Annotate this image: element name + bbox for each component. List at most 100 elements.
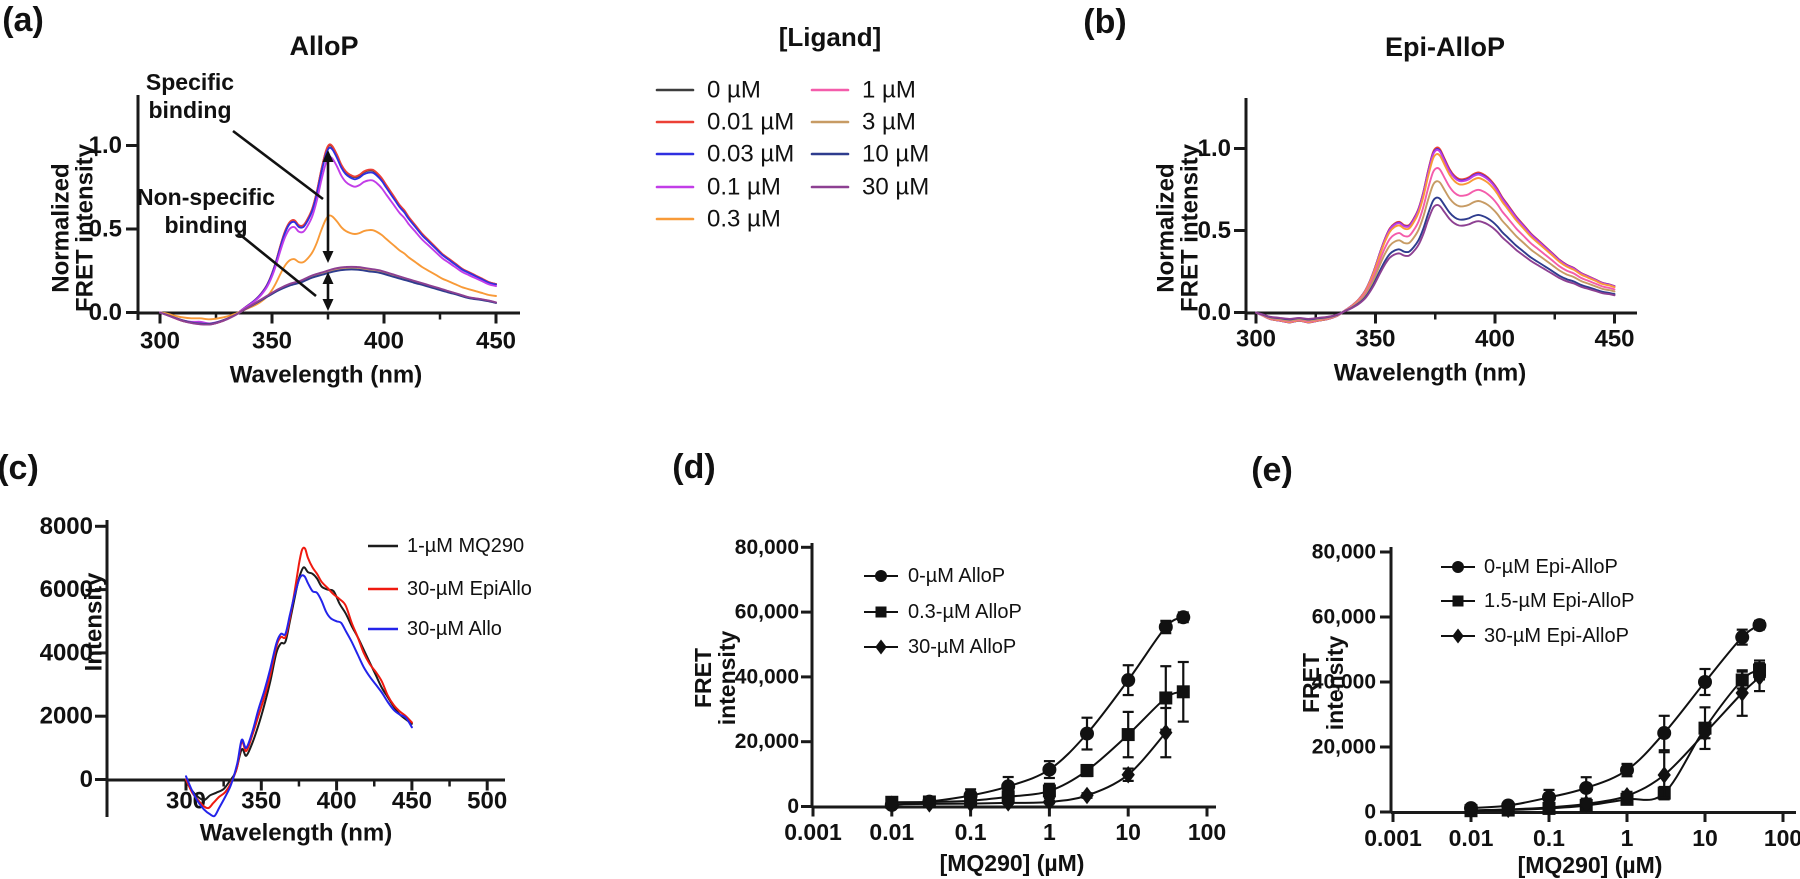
y-axis-title: FRET intensity: [1177, 143, 1204, 312]
x-tick-label: 0.01: [869, 819, 914, 845]
data-point-diamond: [1620, 787, 1634, 805]
x-tick-label: 1: [1043, 819, 1056, 845]
y-tick-label: 40,000: [735, 665, 799, 688]
fit-curve-circle: [1470, 624, 1761, 810]
y-tick-label: 60,000: [1312, 606, 1376, 629]
legend-marker-circle: [1452, 561, 1464, 573]
y-axis-title: intensity: [1322, 636, 1348, 731]
panel-label-a: (a): [2, 1, 44, 39]
y-tick-label: 80,000: [735, 536, 799, 559]
curve-30-µMEpiAllo: [185, 546, 413, 810]
panel-title-b: Epi-AlloP: [1385, 32, 1505, 62]
data-point-diamond: [1579, 795, 1593, 813]
data-point-diamond: [1752, 668, 1767, 686]
data-point-square: [1080, 764, 1094, 778]
nonspecific-binding-arrow-head: [322, 299, 334, 311]
x-axis-title: [MQ290] (µM): [1518, 852, 1663, 878]
data-point-circle: [1042, 762, 1057, 777]
x-tick-label: 10: [1115, 819, 1141, 845]
x-tick-label: 0.001: [784, 819, 842, 845]
legend-label: 30-µM AlloP: [908, 636, 1016, 658]
pointer-line: [232, 129, 324, 201]
specific-binding-arrow-head: [322, 150, 334, 162]
pointer-line: [237, 231, 317, 298]
legend-label: 1 µM: [862, 77, 916, 104]
annotation-specific: Specific: [146, 69, 234, 95]
x-tick-label: 450: [476, 328, 516, 355]
data-point-diamond: [1501, 800, 1515, 819]
panel-label-d: (d): [672, 448, 715, 486]
data-point-diamond: [1657, 766, 1671, 784]
x-tick-label: 100: [1764, 825, 1800, 851]
y-axis-title: Intensity: [81, 572, 108, 671]
curve-0.01µM: [1255, 146, 1616, 324]
x-tick-label: 10: [1692, 825, 1718, 851]
legend-label: 0.3-µM AlloP: [908, 601, 1022, 623]
data-point-diamond: [963, 794, 978, 813]
y-tick-label: 20,000: [735, 730, 799, 753]
annotation-nonspecific: binding: [164, 212, 247, 238]
legend-marker-square: [875, 606, 887, 618]
annotation-specific: binding: [148, 97, 231, 123]
data-point-diamond: [922, 795, 937, 813]
x-tick-label: 0.1: [1533, 825, 1565, 851]
curve-0.03µM: [1255, 148, 1616, 324]
x-tick-label: 500: [467, 788, 507, 815]
legend-label: 0 µM: [707, 77, 761, 104]
curve-1µM: [1255, 167, 1616, 323]
legend-label: 30 µM: [862, 174, 929, 201]
data-point-square: [1159, 691, 1173, 705]
x-tick-label: 350: [252, 328, 292, 355]
data-point-diamond: [1464, 801, 1478, 820]
panel-b: (b) Epi-AlloP 0.0 0.5 1.0 300 350 400 450 Wavelen…: [1083, 3, 1637, 387]
y-axis-title: FRET: [1298, 653, 1324, 713]
data-point-square: [1121, 728, 1135, 742]
specific-binding-arrow-head: [322, 251, 334, 263]
x-tick-label: 450: [1594, 326, 1634, 353]
y-axis-title: FRET intensity: [72, 143, 99, 312]
legend-label: 0.3 µM: [707, 206, 781, 233]
data-point-diamond: [1080, 786, 1094, 805]
y-tick-label: 8000: [40, 513, 93, 540]
y-tick-label: 0.0: [89, 299, 122, 326]
data-point-square: [1176, 685, 1190, 699]
y-tick-label: 0.5: [89, 216, 122, 243]
y-tick-label: 0.0: [1198, 299, 1231, 326]
legend-label: 0.1 µM: [707, 174, 781, 201]
x-axis-title: [MQ290] (µM): [940, 850, 1085, 876]
data-point-diamond: [1042, 793, 1057, 811]
y-tick-label: 0: [80, 766, 93, 793]
data-point-diamond: [1159, 723, 1173, 742]
data-point-square: [1042, 784, 1056, 798]
panel-label-b: (b): [1083, 3, 1126, 41]
data-point-diamond: [1542, 798, 1556, 817]
data-point-circle: [1579, 780, 1594, 795]
curve-0.1µM: [1255, 148, 1616, 324]
legend-label: 30-µM EpiAllo: [407, 578, 532, 600]
data-point-circle: [1657, 726, 1672, 741]
legend-label: 0-µM AlloP: [908, 565, 1005, 587]
data-point-circle: [1158, 620, 1173, 635]
x-tick-label: 1: [1621, 825, 1634, 851]
x-tick-label: 0.01: [1449, 825, 1494, 851]
x-tick-label: 450: [392, 788, 432, 815]
data-point-circle: [1752, 618, 1767, 633]
legend-label: 30-µM Allo: [407, 618, 502, 640]
data-point-circle: [1121, 673, 1136, 688]
data-point-circle: [1620, 763, 1634, 778]
curve-0µM: [1255, 147, 1616, 324]
data-point-diamond: [1121, 765, 1135, 784]
nonspecific-binding-arrow-head: [322, 272, 334, 284]
curve-30µM: [159, 265, 497, 326]
x-axis-title: Wavelength (nm): [200, 820, 392, 847]
legend-label: 30-µM Epi-AlloP: [1484, 625, 1629, 647]
x-tick-label: 0.001: [1364, 825, 1422, 851]
legend-label: 0.01 µM: [707, 109, 794, 136]
legend-label: 10 µM: [862, 141, 929, 168]
y-tick-label: 0: [1364, 801, 1376, 824]
y-tick-label: 80,000: [1312, 541, 1376, 564]
legend-label: 3 µM: [862, 109, 916, 136]
legend-label: 1.5-µM Epi-AlloP: [1484, 590, 1634, 612]
